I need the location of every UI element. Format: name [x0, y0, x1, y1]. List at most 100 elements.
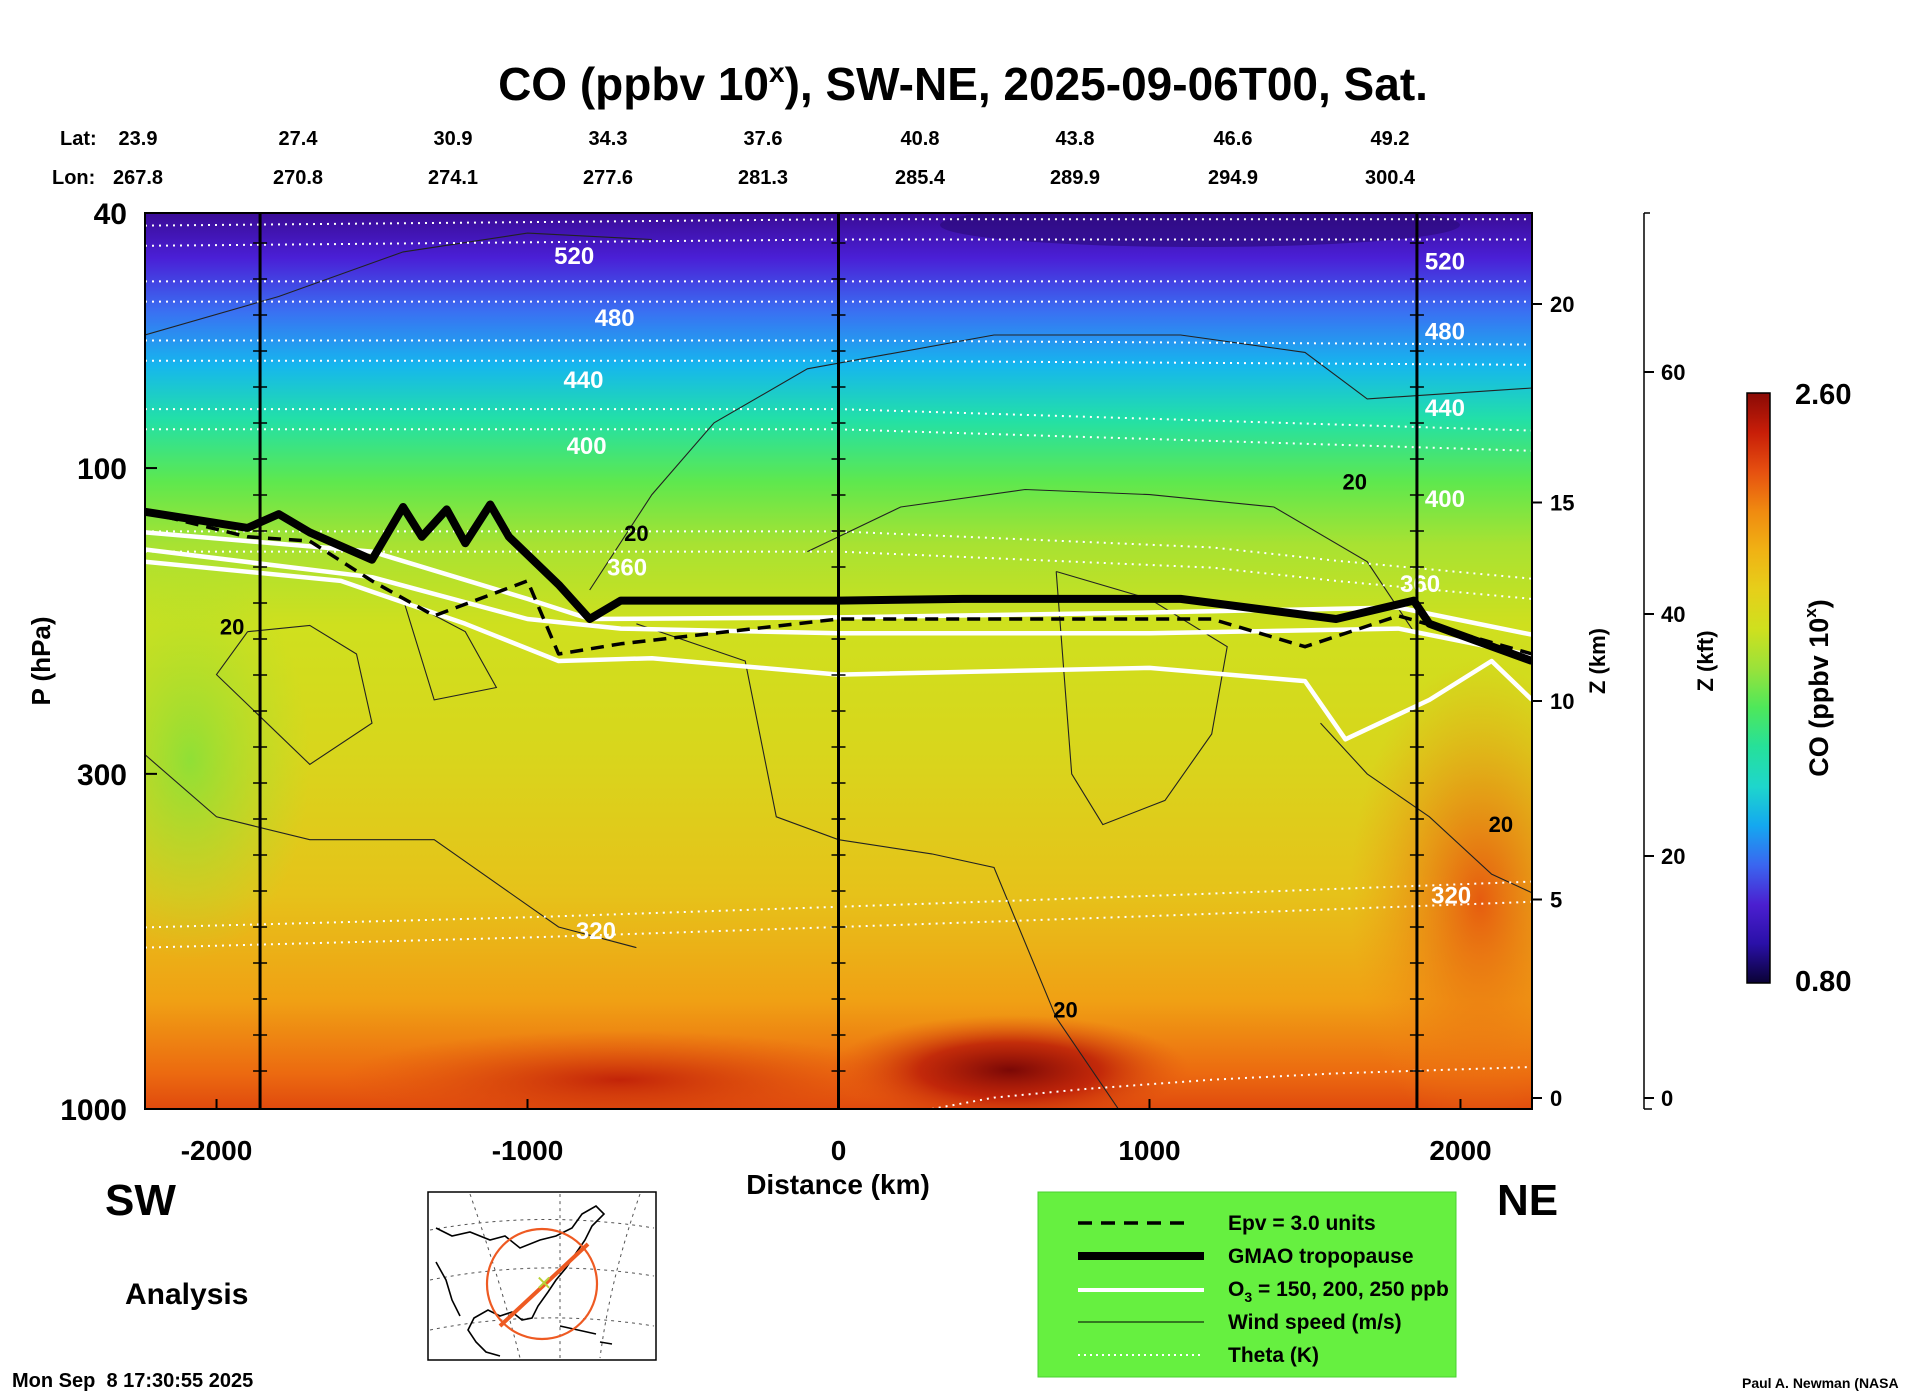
co-hotspot-left — [340, 1030, 900, 1109]
theta-label-4: 440 — [563, 367, 603, 394]
wind-label-2: 20 — [1342, 469, 1366, 494]
lat-label-0: 23.9 — [119, 128, 158, 150]
legend-tropopause-label: GMAO tropopause — [1228, 1245, 1414, 1268]
lon-label-6: 289.9 — [1050, 167, 1100, 189]
z-km-tick-label-4: 20 — [1550, 292, 1574, 317]
analysis-label: Analysis — [125, 1278, 248, 1311]
lon-label-8: 300.4 — [1365, 167, 1416, 189]
y-tick-label-2: 300 — [77, 759, 127, 792]
y-axis-label: P (hPa) — [26, 616, 56, 705]
inset-map-range-circle — [485, 1227, 599, 1341]
lat-label-8: 49.2 — [1371, 128, 1410, 150]
lat-label-3: 34.3 — [589, 128, 628, 150]
z-km-tick-label-1: 5 — [1550, 888, 1562, 913]
wind-speed-contour-0 — [145, 232, 652, 336]
theta-contour-upper-360 — [145, 530, 1532, 580]
lat-label-2: 30.9 — [434, 128, 473, 150]
wind-label-3: 20 — [1489, 812, 1513, 837]
wind-speed-contour-3 — [402, 598, 498, 701]
axes: -2000 -1000 0 1000 2000 40 100 300 1000 0 5 10 15 20 0… — [60, 198, 1685, 1166]
inset-map-center-marker: ✕ — [536, 1273, 553, 1295]
lat-label-6: 43.8 — [1056, 128, 1095, 150]
colorbar-title: CO (ppbv 10x) — [1801, 599, 1834, 777]
z-km-tick-label-3: 15 — [1550, 491, 1574, 516]
theta-label-10: 320 — [576, 918, 616, 945]
colorbar-min-label: 0.80 — [1795, 966, 1851, 998]
x-tick-label-2: 0 — [831, 1135, 847, 1166]
legend: Epv = 3.0 units GMAO tropopause O3 = 150… — [1037, 1191, 1457, 1378]
lon-label-1: 270.8 — [273, 167, 323, 189]
legend-wind-label: Wind speed (m/s) — [1228, 1311, 1402, 1334]
lon-label-2: 274.1 — [428, 167, 478, 189]
title-rest: ), SW-NE, 2025-09-06T00, Sat. — [785, 58, 1428, 110]
colorbar-title-superscript: x — [1801, 608, 1820, 618]
wind-speed-contour-4 — [636, 623, 1119, 1109]
inset-map: ✕ — [427, 1191, 657, 1361]
x-tick-label-3: 1000 — [1118, 1135, 1180, 1166]
y-tick-label-1: 100 — [77, 453, 127, 486]
lat-label-5: 40.8 — [901, 128, 940, 150]
theta-label-8: 360 — [607, 554, 647, 581]
x-tick-label-4: 2000 — [1429, 1135, 1491, 1166]
y-tick-label-0: 40 — [94, 198, 127, 231]
gmao-tropopause — [145, 500, 1532, 665]
co-field-stratosphere-dark — [940, 213, 1460, 247]
lat-label-4: 37.6 — [744, 128, 783, 150]
wind-label-4: 20 — [1053, 998, 1077, 1023]
theta-label-0: 520 — [554, 243, 594, 270]
theta-label-1: 520 — [1425, 248, 1465, 275]
author-credit: Paul A. Newman (NASA — [1742, 1375, 1899, 1391]
z-kft-tick-label-3: 60 — [1661, 360, 1685, 385]
lon-label-7: 294.9 — [1208, 167, 1258, 189]
ozone-contour-2 — [145, 559, 1532, 742]
wind-speed-contour-1 — [215, 624, 373, 766]
theta-label-11: 320 — [1431, 883, 1471, 910]
lat-label-7: 46.6 — [1214, 128, 1253, 150]
z-km-axis-label: Z (km) — [1585, 628, 1610, 694]
legend-o3-subscript: 3 — [1244, 1289, 1252, 1305]
legend-epv-label: Epv = 3.0 units — [1228, 1212, 1376, 1235]
x-tick-label-0: -2000 — [181, 1135, 253, 1166]
wind-speed-contour-5 — [589, 334, 1532, 591]
inset-map-gridlines — [429, 1193, 655, 1359]
lon-row-label: Lon: — [52, 167, 95, 189]
ne-direction-label: NE — [1497, 1176, 1558, 1225]
legend-o3-label: O3 = 150, 200, 250 ppb — [1228, 1278, 1449, 1305]
ozone-contour-1 — [145, 547, 1532, 658]
vertical-marker-lines — [253, 213, 1424, 1109]
co-hotspot-center — [830, 1015, 1190, 1109]
z-kft-axis-label: Z (kft) — [1693, 630, 1718, 691]
lat-row-label: Lat: — [60, 128, 97, 150]
sw-direction-label: SW — [105, 1176, 176, 1225]
theta-label-3: 480 — [1425, 318, 1465, 345]
wind-speed-contour-6 — [807, 488, 1415, 633]
wind-speed-contour-8 — [1320, 722, 1532, 894]
legend-theta-label: Theta (K) — [1228, 1344, 1319, 1367]
chart-title: CO (ppbv 10x), SW-NE, 2025-09-06T00, Sat… — [498, 57, 1428, 110]
lon-label-0: 267.8 — [113, 167, 163, 189]
colorbar — [1746, 392, 1771, 984]
title-main: CO (ppbv 10 — [498, 58, 769, 110]
wind-speed-contour-7 — [1055, 570, 1228, 826]
wind-speed-contour-2 — [145, 754, 637, 949]
z-kft-tick-label-2: 40 — [1661, 602, 1685, 627]
theta-contour-360 — [145, 550, 1532, 600]
title-superscript: x — [769, 57, 785, 88]
timestamp: Mon Sep 8 17:30:55 2025 — [12, 1370, 253, 1392]
epv-3-contour — [145, 510, 1532, 656]
lon-label-3: 277.6 — [583, 167, 633, 189]
co-field-left-greenish — [145, 560, 310, 960]
x-tick-label-1: -1000 — [492, 1135, 564, 1166]
lon-label-5: 285.4 — [895, 167, 946, 189]
z-kft-tick-label-0: 0 — [1661, 1086, 1673, 1111]
inset-map-transect — [498, 1242, 590, 1328]
z-km-tick-label-0: 0 — [1550, 1086, 1562, 1111]
colorbar-max-label: 2.60 — [1795, 379, 1851, 411]
lon-label-4: 281.3 — [738, 167, 788, 189]
wind-label-0: 20 — [220, 615, 244, 640]
theta-label-9: 360 — [1400, 571, 1440, 598]
theta-label-5: 440 — [1425, 395, 1465, 422]
y-tick-label-3: 1000 — [60, 1094, 127, 1127]
theta-label-7: 400 — [1425, 486, 1465, 513]
